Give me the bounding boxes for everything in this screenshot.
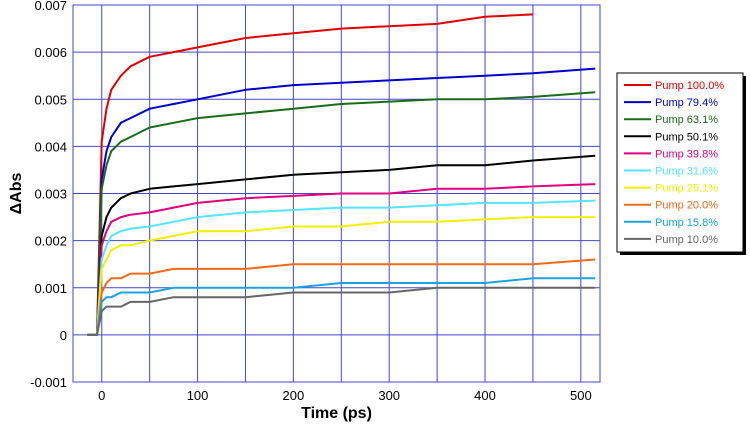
series-line — [87, 216, 596, 336]
y-tick-label: 0.004 — [34, 139, 67, 154]
y-tick-label: 0.003 — [34, 187, 67, 202]
y-tick-label: 0.002 — [34, 234, 67, 249]
legend-label: Pump 31.6% — [655, 166, 718, 178]
series-line — [87, 183, 596, 336]
x-tick-label: 400 — [474, 388, 496, 403]
y-tick-label: -0.001 — [30, 375, 67, 390]
legend: Pump 100.0% Pump 79.4% Pump 63.1% Pump 50.1… — [616, 72, 746, 255]
legend-label: Pump 25.1% — [655, 183, 718, 195]
plot-frame — [72, 4, 601, 383]
series-line — [87, 258, 596, 336]
legend-label: Pump 39.8% — [655, 148, 718, 160]
y-tick-label: 0.007 — [34, 0, 67, 13]
legend-label: Pump 100.0% — [655, 80, 724, 92]
y-tick-label: 0.005 — [34, 92, 67, 107]
series-line — [87, 67, 596, 336]
y-axis-title: ΔAbs — [8, 173, 25, 215]
y-tick-label: 0.006 — [34, 45, 67, 60]
legend-label: Pump 10.0% — [655, 234, 718, 246]
x-tick-label: 300 — [378, 388, 400, 403]
series-line — [87, 91, 596, 336]
x-tick-label: 500 — [570, 388, 592, 403]
y-tick-label: 0.001 — [34, 281, 67, 296]
legend-label: Pump 20.0% — [655, 200, 718, 212]
series-line — [87, 286, 596, 336]
series-layer — [87, 13, 596, 336]
x-axis-title: Time (ps) — [301, 405, 372, 422]
legend-label: Pump 79.4% — [655, 97, 718, 109]
x-tick-label: 0 — [98, 388, 105, 403]
series-line — [87, 277, 596, 336]
y-axis-ticks: -0.001 0 0.001 0.002 0.003 0.004 0.005 0.006 0.0… — [30, 0, 67, 390]
legend-label: Pump 50.1% — [655, 131, 718, 143]
series-line — [87, 13, 533, 336]
legend-label: Pump 63.1% — [655, 114, 718, 126]
series-line — [87, 154, 596, 336]
plot-area — [72, 4, 601, 383]
x-tick-label: 100 — [187, 388, 209, 403]
y-tick-label: 0 — [60, 328, 67, 343]
x-tick-label: 200 — [283, 388, 305, 403]
x-axis-ticks: 0 100 200 300 400 500 — [98, 388, 592, 403]
legend-label: Pump 15.8% — [655, 217, 718, 229]
series-line — [87, 199, 596, 336]
